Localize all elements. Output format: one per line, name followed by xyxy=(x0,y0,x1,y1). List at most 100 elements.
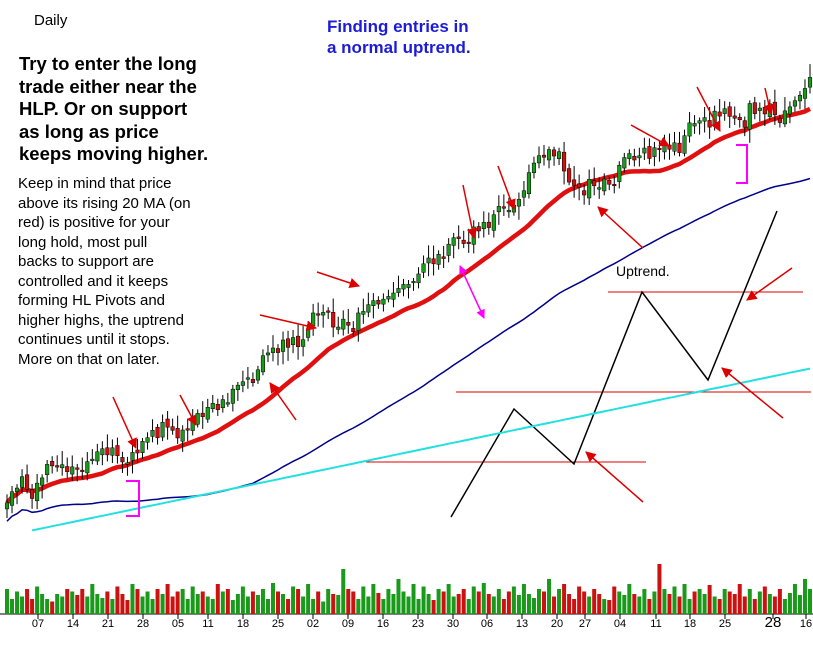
up-candle xyxy=(311,312,316,326)
entry-arrow xyxy=(269,382,297,421)
down-candle xyxy=(717,111,722,117)
down-candle xyxy=(562,151,567,172)
volume-bar xyxy=(20,596,25,614)
pullback-brackets xyxy=(126,144,748,517)
volume-bar xyxy=(552,596,557,614)
volume-bar xyxy=(572,599,577,614)
volume-bar xyxy=(542,591,547,614)
volume-bar xyxy=(200,591,205,614)
volume-bar xyxy=(70,591,75,614)
up-candle xyxy=(401,284,406,290)
up-candle xyxy=(40,477,45,486)
up-candle xyxy=(235,384,240,390)
chart-title: Finding entries in a normal uptrend. xyxy=(327,17,471,57)
timeframe-label: Daily xyxy=(34,12,68,29)
volume-bar xyxy=(557,589,562,614)
x-tick-label: 02 xyxy=(307,618,319,630)
up-candle xyxy=(245,377,250,380)
down-candle xyxy=(331,312,336,328)
up-candle xyxy=(225,402,230,405)
up-candle xyxy=(617,164,622,182)
volume-bar xyxy=(391,594,396,614)
volume-bar xyxy=(476,591,481,614)
down-candle xyxy=(501,206,506,209)
volume-bar xyxy=(205,596,210,614)
volume-bar xyxy=(451,596,456,614)
volume-bar xyxy=(311,599,316,614)
volume-bar xyxy=(276,591,281,614)
down-candle xyxy=(185,428,190,431)
up-candle xyxy=(416,273,421,284)
up-candle xyxy=(130,452,135,461)
down-candle xyxy=(351,328,356,332)
volume-bar xyxy=(125,600,130,614)
down-candle xyxy=(647,146,652,159)
up-candle xyxy=(4,502,10,510)
volume-bar xyxy=(627,584,632,614)
volume-bar xyxy=(265,599,270,614)
volume-bar xyxy=(767,594,772,614)
up-candle xyxy=(386,296,391,300)
up-candle xyxy=(406,284,411,288)
up-candle xyxy=(306,328,311,338)
x-tick-label: 30 xyxy=(447,618,459,630)
volume-bar xyxy=(808,589,812,614)
volume-bar xyxy=(592,589,597,614)
down-candle xyxy=(772,101,777,116)
up-candle xyxy=(797,94,803,102)
volume-bar xyxy=(692,591,697,614)
down-candle xyxy=(607,179,612,185)
down-candle xyxy=(200,412,205,418)
volume-bar xyxy=(747,589,752,614)
volume-bar xyxy=(647,599,652,614)
down-candle xyxy=(105,447,110,456)
down-candle xyxy=(657,147,662,150)
up-candle xyxy=(391,292,396,300)
down-candle xyxy=(376,299,381,305)
volume-bar xyxy=(456,594,461,614)
x-tick-label: 25 xyxy=(719,618,731,630)
diagram-label: Uptrend. xyxy=(616,263,670,279)
volume-bar xyxy=(170,596,175,614)
up-candle xyxy=(411,281,416,284)
down-candle xyxy=(250,379,255,383)
down-candle xyxy=(742,120,747,128)
up-candle xyxy=(180,429,185,442)
volume-bar xyxy=(421,586,426,614)
volume-bar xyxy=(281,594,286,614)
up-candle xyxy=(396,288,401,293)
up-candle xyxy=(341,318,346,330)
down-candle xyxy=(215,403,220,410)
up-candle xyxy=(521,190,526,198)
down-candle xyxy=(466,241,471,244)
up-candle xyxy=(446,243,451,256)
volume-bar xyxy=(10,599,15,614)
x-tick-label: 14 xyxy=(67,618,79,630)
volume-bar xyxy=(230,600,235,614)
down-candle xyxy=(326,310,331,313)
volume-bar xyxy=(55,594,60,614)
up-candle xyxy=(35,482,40,502)
x-tick-label: 05 xyxy=(172,618,184,630)
volume-bar xyxy=(652,591,657,614)
volume-bar xyxy=(40,594,45,614)
volume-bar xyxy=(220,591,225,614)
entry-arrow xyxy=(497,165,516,210)
up-candle xyxy=(702,117,707,122)
up-candle xyxy=(652,147,657,157)
up-candle xyxy=(100,448,105,456)
volume-bar xyxy=(737,584,742,614)
volume-bar xyxy=(567,594,572,614)
down-candle xyxy=(75,467,80,470)
down-candle xyxy=(431,258,436,265)
volume-bar xyxy=(562,584,567,614)
volume-bar xyxy=(100,598,105,614)
volume-bar xyxy=(190,586,195,614)
x-tick-label: 04 xyxy=(614,618,626,630)
down-candle xyxy=(762,106,767,115)
up-candle xyxy=(787,106,792,115)
volume-bar xyxy=(772,596,777,614)
volume-bar xyxy=(757,591,762,614)
volume-bar xyxy=(632,594,637,614)
volume-bar xyxy=(471,586,476,614)
